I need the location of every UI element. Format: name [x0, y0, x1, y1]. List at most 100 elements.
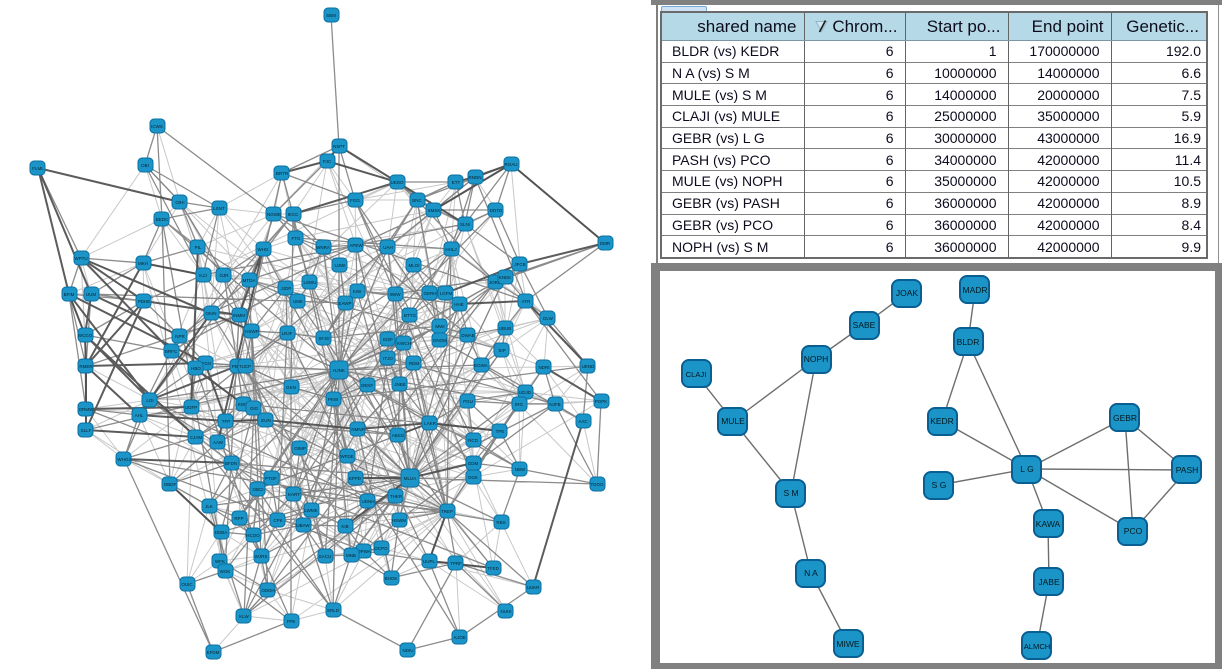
svg-text:ODDH: ODDH: [261, 588, 274, 593]
svg-text:PCO: PCO: [1124, 526, 1143, 536]
svg-text:NGWE: NGWE: [267, 212, 281, 217]
svg-text:SMSK: SMSK: [428, 208, 441, 213]
svg-text:DNOM: DNOM: [433, 338, 447, 343]
svg-text:AFGG: AFGG: [199, 361, 212, 366]
svg-text:KWB: KWB: [238, 402, 248, 407]
svg-text:LRJF: LRJF: [282, 331, 293, 336]
svg-text:JABE: JABE: [1038, 577, 1060, 587]
svg-text:TFED: TFED: [487, 566, 499, 571]
svg-text:LAKR: LAKR: [424, 421, 437, 426]
svg-text:OEKF: OEKF: [361, 383, 374, 388]
svg-text:LSNT: LSNT: [213, 206, 225, 211]
svg-text:GEBR: GEBR: [1113, 413, 1137, 423]
svg-text:MKH: MKH: [138, 261, 148, 266]
svg-text:KNEK: KNEK: [499, 275, 511, 280]
svg-text:MULE: MULE: [721, 416, 745, 426]
svg-text:HHLJ: HHLJ: [445, 247, 456, 252]
svg-text:UJWI: UJWI: [335, 263, 346, 268]
svg-text:HJNK: HJNK: [333, 368, 345, 373]
svg-text:UBAW: UBAW: [296, 523, 310, 528]
svg-text:UUPL: UUPL: [423, 559, 436, 564]
svg-text:AAW: AAW: [213, 440, 224, 445]
svg-text:NMNP: NMNP: [351, 427, 364, 432]
svg-text:OIHI: OIHI: [175, 200, 184, 205]
svg-text:WHOJ: WHOJ: [117, 457, 130, 462]
svg-text:PJC: PJC: [323, 159, 332, 164]
svg-text:KIW: KIW: [353, 289, 362, 294]
svg-text:LGFM: LGFM: [440, 291, 453, 296]
svg-text:UOFP: UOFP: [185, 405, 198, 410]
svg-text:WNRA: WNRA: [316, 245, 330, 250]
svg-text:ROAU: ROAU: [504, 162, 517, 167]
svg-text:IKCC: IKCC: [288, 212, 300, 217]
svg-text:NDRI: NDRI: [539, 365, 550, 370]
svg-text:LGI: LGI: [146, 398, 153, 403]
svg-text:ETT: ETT: [452, 180, 461, 185]
svg-text:KJOE: KJOE: [454, 635, 466, 640]
svg-text:OIMP: OIMP: [294, 446, 306, 451]
svg-text:OBI: OBI: [141, 163, 149, 168]
svg-text:OCPO: OCPO: [374, 546, 388, 551]
svg-text:ATR: ATR: [522, 299, 531, 304]
svg-text:DWAB: DWAB: [461, 333, 474, 338]
svg-text:UDNH: UDNH: [362, 499, 375, 504]
svg-text:KEDR: KEDR: [930, 416, 954, 426]
svg-text:OBDF: OBDF: [164, 482, 177, 487]
svg-text:KLW: KLW: [239, 614, 249, 619]
svg-text:TPRF: TPRF: [450, 561, 462, 566]
svg-text:PIL: PIL: [195, 245, 202, 250]
svg-text:JOAK: JOAK: [896, 288, 919, 298]
svg-text:EPPD: EPPD: [349, 476, 362, 481]
svg-text:CPK: CPK: [273, 518, 282, 523]
svg-text:LSWU: LSWU: [303, 280, 316, 285]
svg-text:THKR: THKR: [390, 494, 403, 499]
svg-text:JORU: JORU: [489, 280, 501, 285]
svg-text:PGU: PGU: [463, 399, 473, 404]
svg-text:DDTD: DDTD: [490, 208, 503, 213]
svg-text:S M: S M: [783, 488, 798, 498]
svg-text:SLLF: SLLF: [81, 428, 92, 433]
svg-text:IRG: IRG: [515, 402, 524, 407]
svg-text:BRTR: BRTR: [276, 171, 289, 176]
svg-text:IIWW: IIWW: [390, 292, 402, 297]
svg-text:MNB: MNB: [346, 553, 356, 558]
svg-text:NDIU: NDIU: [403, 648, 414, 653]
svg-text:WPTU: WPTU: [74, 256, 87, 261]
svg-text:ICWS: ICWS: [151, 124, 163, 129]
svg-text:UUM: UUM: [86, 292, 96, 297]
svg-text:RPP: RPP: [234, 516, 243, 521]
svg-text:BFIM: BFIM: [64, 292, 75, 297]
svg-text:FTG: FTG: [292, 236, 301, 241]
svg-text:JLK: JLK: [205, 504, 213, 509]
svg-text:WHG: WHG: [258, 247, 269, 252]
svg-text:GERH: GERH: [423, 291, 436, 296]
svg-text:FPE: FPE: [287, 619, 296, 624]
svg-text:GKN: GKN: [286, 385, 296, 390]
svg-text:KWCH: KWCH: [397, 341, 411, 346]
svg-text:PGPK: PGPK: [595, 399, 608, 404]
svg-text:AAC: AAC: [578, 419, 588, 424]
svg-text:KFDM: KFDM: [207, 650, 220, 655]
svg-text:WJRS: WJRS: [255, 554, 268, 559]
svg-text:JJDP: JJDP: [281, 286, 292, 291]
svg-text:RCD: RCD: [468, 438, 478, 443]
svg-text:CJAM: CJAM: [190, 435, 203, 440]
svg-text:FGG: FGG: [350, 198, 360, 203]
svg-text:WFK: WFK: [215, 559, 225, 564]
svg-text:WCGO: WCGO: [78, 333, 93, 338]
svg-text:WFDE: WFDE: [340, 454, 353, 459]
svg-text:OJR: OJR: [220, 273, 230, 278]
svg-text:RNDN: RNDN: [469, 175, 482, 180]
svg-text:EISF: EISF: [383, 337, 393, 342]
svg-text:L G: L G: [1020, 464, 1033, 474]
svg-text:OIG: OIG: [250, 406, 259, 411]
svg-text:ALMCH: ALMCH: [1024, 642, 1051, 651]
svg-text:CLAJI: CLAJI: [686, 370, 707, 379]
svg-text:TFP: TFP: [222, 419, 231, 424]
svg-text:BLDR: BLDR: [957, 337, 980, 347]
svg-text:PASH: PASH: [1176, 465, 1199, 475]
svg-text:EUN: EUN: [261, 418, 271, 423]
svg-text:UEDO: UEDO: [390, 180, 404, 185]
svg-text:BTTG: BTTG: [404, 313, 416, 318]
svg-text:MTDA: MTDA: [243, 278, 256, 283]
